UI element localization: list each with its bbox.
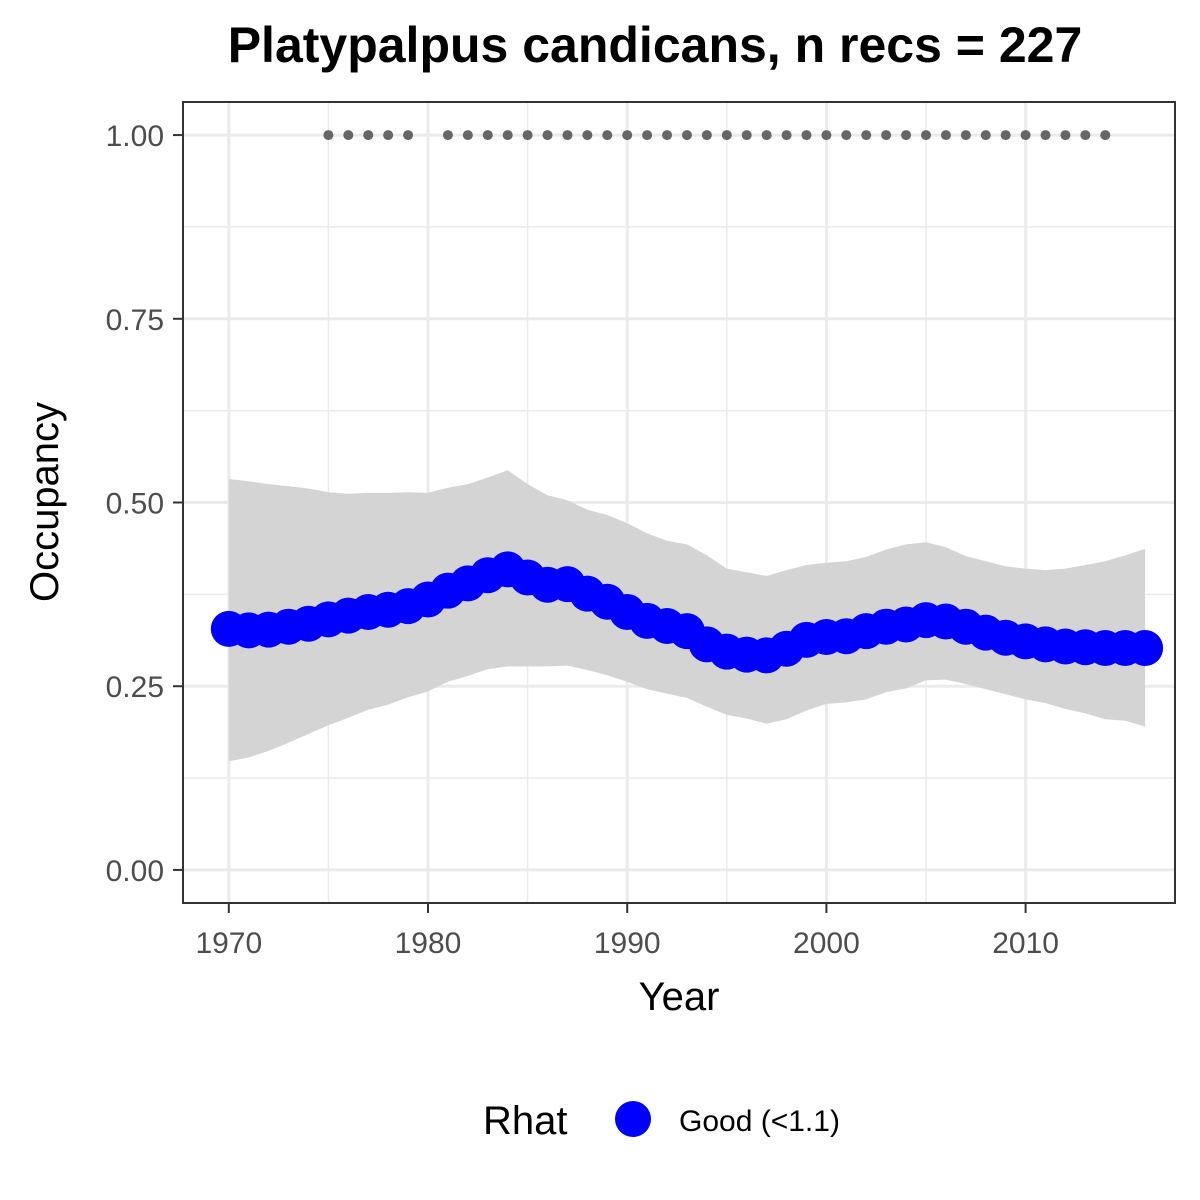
record-dot <box>1060 130 1071 141</box>
record-dot <box>662 130 673 141</box>
record-dot <box>681 130 692 141</box>
record-dot <box>741 130 752 141</box>
plot-panel <box>182 101 1176 904</box>
record-dot <box>602 130 613 141</box>
record-dot <box>721 130 732 141</box>
record-dot <box>562 130 573 141</box>
y-tick-label: 0.25 <box>106 671 164 704</box>
record-dot <box>522 130 533 141</box>
record-dot <box>821 130 832 141</box>
record-dot <box>801 130 812 141</box>
legend-key-good <box>615 1101 651 1137</box>
record-dot <box>921 130 932 141</box>
record-year-dots <box>323 130 1111 141</box>
x-tick-label: 2000 <box>793 927 860 960</box>
record-dot <box>901 130 912 141</box>
y-tick-label: 0.50 <box>106 488 164 521</box>
legend-label-good: Good (<1.1) <box>679 1105 840 1138</box>
record-dot <box>1020 130 1031 141</box>
record-dot <box>980 130 991 141</box>
record-dot <box>442 130 453 141</box>
series-point <box>1127 630 1164 667</box>
y-tick-label: 0.00 <box>106 855 164 888</box>
legend: Rhat Good (<1.1) <box>483 1099 840 1143</box>
legend-title: Rhat <box>483 1099 568 1143</box>
x-axis-title: Year <box>639 975 720 1019</box>
record-dot <box>462 130 473 141</box>
x-axis: 1970 1980 1990 2000 2010 <box>195 903 1059 960</box>
record-dot <box>363 130 374 141</box>
occupancy-series <box>210 551 1164 674</box>
record-dot <box>1000 130 1011 141</box>
record-dot <box>960 130 971 141</box>
y-tick-label: 0.75 <box>106 304 164 337</box>
chart-title: Platypalpus candicans, n recs = 227 <box>228 17 1083 73</box>
x-tick-label: 2010 <box>992 927 1059 960</box>
y-tick-label: 1.00 <box>106 120 164 153</box>
x-tick-label: 1990 <box>594 927 661 960</box>
grid-major <box>183 102 1175 903</box>
record-dot <box>582 130 593 141</box>
record-dot <box>403 130 414 141</box>
x-tick-label: 1980 <box>395 927 462 960</box>
record-dot <box>841 130 852 141</box>
record-dot <box>622 130 633 141</box>
record-dot <box>323 130 334 141</box>
record-dot <box>861 130 872 141</box>
y-axis-title: Occupancy <box>23 402 67 602</box>
record-dot <box>881 130 892 141</box>
record-dot <box>343 130 354 141</box>
x-tick-label: 1970 <box>195 927 262 960</box>
record-dot <box>940 130 951 141</box>
record-dot <box>781 130 792 141</box>
record-dot <box>761 130 772 141</box>
record-dot <box>701 130 712 141</box>
record-dot <box>502 130 513 141</box>
record-dot <box>542 130 553 141</box>
record-dot <box>1080 130 1091 141</box>
record-dot <box>1040 130 1051 141</box>
record-dot <box>482 130 493 141</box>
y-axis: 0.00 0.25 0.50 0.75 1.00 <box>106 120 183 888</box>
record-dot <box>1100 130 1111 141</box>
record-dot <box>383 130 394 141</box>
record-dot <box>642 130 653 141</box>
